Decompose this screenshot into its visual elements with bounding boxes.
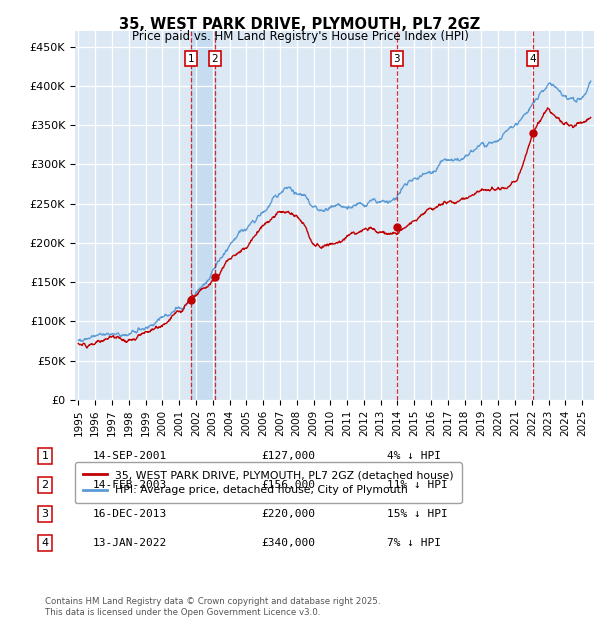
- Text: 7% ↓ HPI: 7% ↓ HPI: [387, 538, 441, 548]
- Text: £156,000: £156,000: [261, 480, 315, 490]
- Text: 4: 4: [529, 54, 536, 64]
- Text: 35, WEST PARK DRIVE, PLYMOUTH, PL7 2GZ: 35, WEST PARK DRIVE, PLYMOUTH, PL7 2GZ: [119, 17, 481, 32]
- Text: 15% ↓ HPI: 15% ↓ HPI: [387, 509, 448, 519]
- Text: £220,000: £220,000: [261, 509, 315, 519]
- Text: 2: 2: [211, 54, 218, 64]
- Text: 1: 1: [188, 54, 194, 64]
- Text: Price paid vs. HM Land Registry's House Price Index (HPI): Price paid vs. HM Land Registry's House …: [131, 30, 469, 43]
- Text: 1: 1: [41, 451, 49, 461]
- Text: 3: 3: [394, 54, 400, 64]
- Bar: [191, 31, 215, 400]
- Text: Contains HM Land Registry data © Crown copyright and database right 2025.
This d: Contains HM Land Registry data © Crown c…: [45, 598, 380, 617]
- Text: 3: 3: [41, 509, 49, 519]
- Text: 4: 4: [41, 538, 49, 548]
- Text: 4% ↓ HPI: 4% ↓ HPI: [387, 451, 441, 461]
- Text: 2: 2: [41, 480, 49, 490]
- Text: 14-FEB-2003: 14-FEB-2003: [93, 480, 167, 490]
- Legend: 35, WEST PARK DRIVE, PLYMOUTH, PL7 2GZ (detached house), HPI: Average price, det: 35, WEST PARK DRIVE, PLYMOUTH, PL7 2GZ (…: [75, 463, 461, 503]
- Text: 11% ↓ HPI: 11% ↓ HPI: [387, 480, 448, 490]
- Text: 13-JAN-2022: 13-JAN-2022: [93, 538, 167, 548]
- Text: 14-SEP-2001: 14-SEP-2001: [93, 451, 167, 461]
- Text: 16-DEC-2013: 16-DEC-2013: [93, 509, 167, 519]
- Text: £340,000: £340,000: [261, 538, 315, 548]
- Text: £127,000: £127,000: [261, 451, 315, 461]
